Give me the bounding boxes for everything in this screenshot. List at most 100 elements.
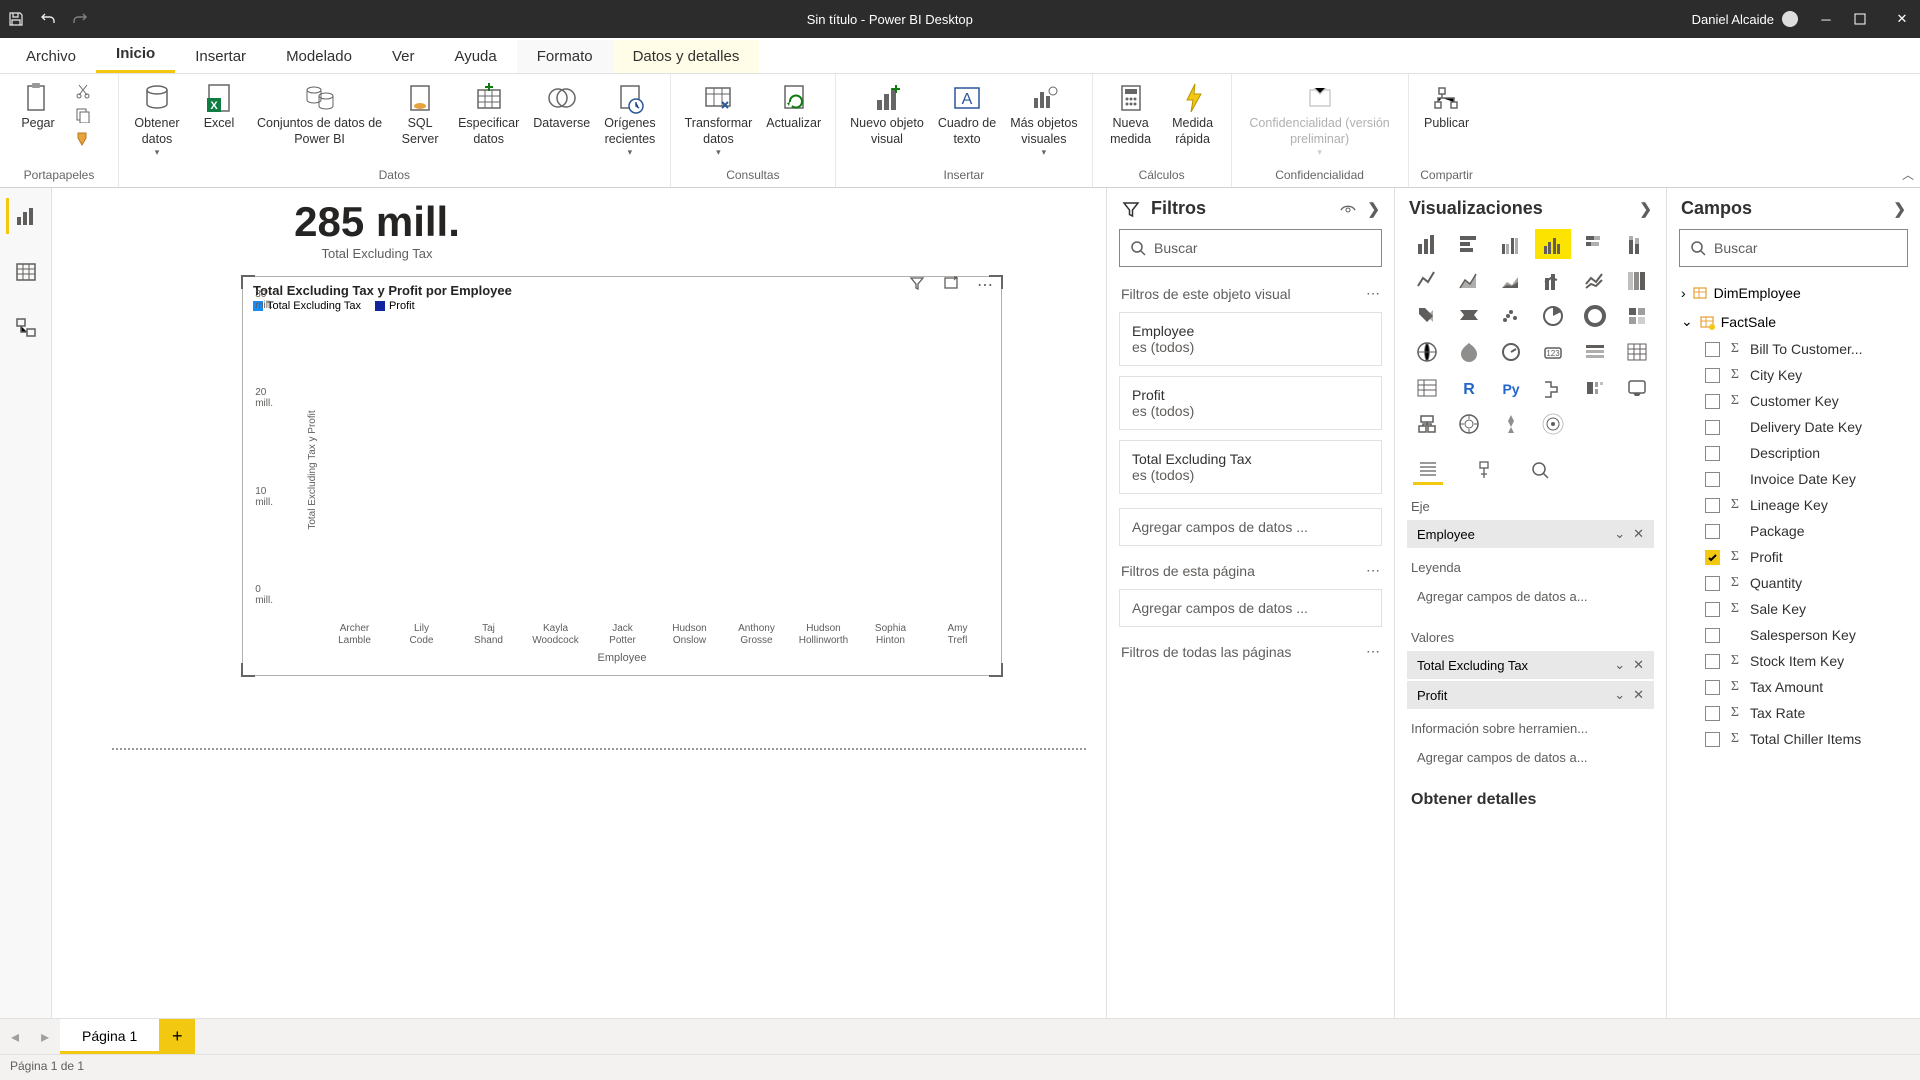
view-icon[interactable] [1339,200,1357,218]
field-node[interactable]: ΣTax Amount [1677,674,1910,700]
fields-search[interactable]: Buscar [1679,229,1908,267]
ribbon-tab-insertar[interactable]: Insertar [175,40,266,73]
viz-type-icon[interactable] [1535,229,1571,259]
new-measure-button[interactable]: Nueva medida [1101,78,1161,151]
viz-type-icon[interactable]: 123 [1535,337,1571,367]
more-icon[interactable]: ⋯ [1366,285,1380,302]
viz-type-icon[interactable] [1451,301,1487,331]
checkbox[interactable] [1705,732,1720,747]
filter-card[interactable]: Total Excluding Taxes (todos) [1119,440,1382,494]
redo-icon[interactable] [72,11,88,27]
enter-data-button[interactable]: Especificar datos [452,78,525,151]
add-filter-field[interactable]: Agregar campos de datos ... [1119,508,1382,546]
remove-icon[interactable]: ✕ [1633,687,1644,703]
viz-type-icon[interactable] [1577,301,1613,331]
collapse-panel-icon[interactable]: ❯ [1367,200,1380,218]
checkbox[interactable] [1705,602,1720,617]
remove-icon[interactable]: ✕ [1633,526,1644,542]
viz-type-icon[interactable] [1493,229,1529,259]
field-chip[interactable]: Employee⌄✕ [1407,520,1654,548]
chevron-down-icon[interactable]: ⌄ [1614,657,1625,673]
viz-type-icon[interactable]: R [1451,373,1487,403]
field-node[interactable]: Package [1677,518,1910,544]
viz-type-icon[interactable] [1619,373,1655,403]
card-visual[interactable]: 285 mill. Total Excluding Tax [242,198,512,261]
minimize-button[interactable]: ─ [1816,12,1836,27]
recent-sources-button[interactable]: Orígenes recientes▾ [598,78,661,162]
checkbox[interactable] [1705,550,1720,565]
add-page-button[interactable]: + [159,1019,195,1054]
transform-data-button[interactable]: Transformar datos▾ [679,78,759,162]
cut-button[interactable] [70,80,110,102]
checkbox[interactable] [1705,524,1720,539]
get-data-button[interactable]: Obtener datos▾ [127,78,187,162]
viz-type-icon[interactable] [1409,373,1445,403]
checkbox[interactable] [1705,706,1720,721]
field-node[interactable]: Invoice Date Key [1677,466,1910,492]
viz-type-icon[interactable] [1619,265,1655,295]
viz-type-icon[interactable] [1577,265,1613,295]
model-view-button[interactable] [8,310,44,346]
viz-type-icon[interactable] [1577,337,1613,367]
more-icon[interactable]: ⋯ [1366,643,1380,660]
dataverse-button[interactable]: Dataverse [527,78,596,136]
viz-type-icon[interactable] [1451,337,1487,367]
resize-handle[interactable] [989,663,1003,677]
legend-drop-zone[interactable]: Agregar campos de datos a... [1407,581,1654,612]
viz-type-icon[interactable] [1493,409,1529,439]
checkbox[interactable] [1705,576,1720,591]
checkbox[interactable] [1705,498,1720,513]
table-node[interactable]: ⌄FactSale [1677,307,1910,336]
filter-icon[interactable] [909,275,925,295]
checkbox[interactable] [1705,472,1720,487]
viz-type-icon[interactable] [1409,265,1445,295]
format-tab[interactable] [1469,455,1499,485]
excel-button[interactable]: XExcel [189,78,249,136]
publish-button[interactable]: Publicar [1417,78,1477,136]
table-node[interactable]: ›DimEmployee [1677,279,1910,307]
viz-type-icon[interactable] [1535,409,1571,439]
user-account[interactable]: Daniel Alcaide [1692,11,1798,27]
remove-icon[interactable]: ✕ [1633,657,1644,673]
field-node[interactable]: ΣCity Key [1677,362,1910,388]
resize-handle[interactable] [241,663,255,677]
viz-type-icon[interactable] [1535,373,1571,403]
checkbox[interactable] [1705,654,1720,669]
viz-type-icon[interactable] [1535,301,1571,331]
report-canvas[interactable]: 285 mill. Total Excluding Tax ⋯ Total Ex… [52,188,1106,1018]
viz-type-icon[interactable] [1577,373,1613,403]
viz-type-icon[interactable] [1577,229,1613,259]
viz-type-icon[interactable] [1409,301,1445,331]
quick-measure-button[interactable]: Medida rápida [1163,78,1223,151]
viz-type-icon[interactable] [1409,409,1445,439]
collapse-panel-icon[interactable]: ❯ [1639,200,1652,218]
format-painter-button[interactable] [70,128,110,150]
maximize-button[interactable] [1854,13,1874,25]
viz-type-icon[interactable] [1619,229,1655,259]
field-node[interactable]: ΣTotal Chiller Items [1677,726,1910,752]
viz-type-icon[interactable] [1493,301,1529,331]
viz-type-icon[interactable] [1451,265,1487,295]
field-node[interactable]: ΣSale Key [1677,596,1910,622]
sql-server-button[interactable]: SQL Server [390,78,450,151]
expand-icon[interactable]: › [1681,285,1686,301]
field-chip[interactable]: Total Excluding Tax⌄✕ [1407,651,1654,679]
ribbon-tab-formato[interactable]: Formato [517,40,613,73]
viz-type-icon[interactable] [1451,229,1487,259]
viz-type-icon[interactable] [1535,265,1571,295]
filter-card[interactable]: Employeees (todos) [1119,312,1382,366]
data-view-button[interactable] [8,254,44,290]
viz-type-icon[interactable] [1619,301,1655,331]
field-node[interactable]: ΣLineage Key [1677,492,1910,518]
resize-handle[interactable] [241,275,255,289]
analytics-tab[interactable] [1525,455,1555,485]
chart-visual[interactable]: ⋯ Total Excluding Tax y Profit por Emplo… [242,276,1002,676]
collapse-ribbon-button[interactable]: ︿ [1902,166,1914,183]
field-node[interactable]: ΣQuantity [1677,570,1910,596]
prev-page-button[interactable]: ◂ [0,1019,30,1054]
checkbox[interactable] [1705,368,1720,383]
field-node[interactable]: ΣCustomer Key [1677,388,1910,414]
viz-type-icon[interactable] [1409,229,1445,259]
field-node[interactable]: Description [1677,440,1910,466]
ribbon-tab-ayuda[interactable]: Ayuda [434,40,516,73]
